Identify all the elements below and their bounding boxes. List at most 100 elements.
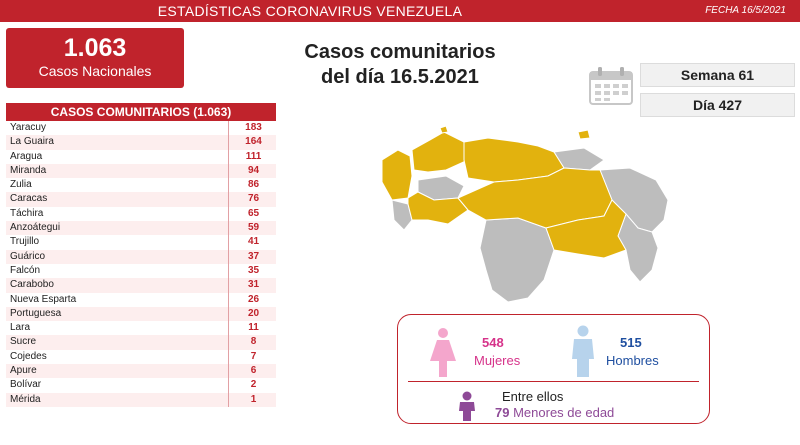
state-name: Yaracuy [10, 122, 46, 133]
state-name: Zulia [10, 179, 32, 191]
column-divider [228, 192, 229, 207]
national-cases-label: Casos Nacionales [38, 63, 152, 79]
table-row: Caracas 76 [6, 192, 276, 207]
column-divider [228, 321, 229, 336]
banner-date: FECHA 16/5/2021 [705, 5, 786, 16]
male-label: Hombres [606, 353, 659, 368]
state-cases: 37 [247, 250, 260, 262]
column-divider [228, 349, 229, 365]
column-divider [228, 263, 229, 279]
state-cases: 183 [245, 122, 262, 133]
state-name: Carabobo [10, 279, 54, 291]
state-name: Falcón [10, 264, 41, 276]
state-cases: 76 [247, 193, 260, 205]
state-cases: 94 [247, 164, 260, 176]
minors-count: 79 [495, 405, 510, 420]
map-region-andes [407, 191, 469, 225]
state-cases: 164 [245, 136, 262, 148]
column-divider [228, 364, 229, 379]
national-cases-box: 1.063 Casos Nacionales [6, 28, 184, 88]
state-cases: 1 [250, 393, 257, 405]
state-name: Táchira [10, 207, 44, 219]
map-region-bolivar [545, 199, 627, 259]
column-divider [228, 206, 229, 222]
minors-line: 79 Menores de edad [495, 405, 614, 420]
state-cases: 2 [250, 379, 257, 391]
state-cases: 7 [250, 350, 257, 362]
state-cases: 11 [248, 322, 259, 334]
state-name: Anzoátegui [10, 222, 61, 234]
table-row: Zulia 86 [6, 178, 276, 193]
column-divider [228, 378, 229, 393]
page-title-line1: Casos comunitarios [304, 41, 496, 63]
page-title: Casos comunitarios del día 16.5.2021 [260, 40, 540, 90]
table-row: Apure 6 [6, 364, 276, 379]
table-row: La Guaira 164 [6, 135, 276, 150]
column-divider [228, 306, 229, 322]
state-cases: 86 [247, 179, 260, 191]
table-row: Trujillo 41 [6, 235, 276, 250]
week-badge: Semana 61 [640, 63, 795, 87]
state-name: La Guaira [10, 136, 54, 148]
cases-by-state-table: CASOS COMUNITARIOS (1.063) Yaracuy 183 La … [6, 103, 276, 407]
table-row: Cojedes 7 [6, 349, 276, 365]
table-row: Aragua 111 [6, 149, 276, 164]
state-name: Miranda [10, 164, 47, 176]
page-title-line2: del día 16.5.2021 [321, 66, 479, 88]
map-region-zulia-south [391, 199, 413, 231]
map-region-nueva-esparta [577, 129, 591, 140]
state-name: Guárico [10, 250, 46, 262]
state-name: Aragua [10, 150, 43, 162]
state-name: Portuguesa [10, 307, 62, 319]
column-divider [228, 335, 229, 350]
table-row: Táchira 65 [6, 206, 276, 222]
minors-label: Menores de edad [513, 405, 615, 420]
column-divider [228, 163, 229, 179]
table-row: Yaracuy 183 [6, 121, 276, 136]
table-row: Guárico 37 [6, 249, 276, 264]
state-cases: 8 [250, 336, 257, 348]
state-cases: 6 [250, 365, 257, 377]
national-cases-number: 1.063 [63, 34, 127, 62]
column-divider [228, 221, 229, 236]
table-row: Bolívar 2 [6, 378, 276, 393]
state-name: Nueva Esparta [10, 293, 77, 305]
banner-title: ESTADÍSTICAS CORONAVIRUS VENEZUELA [157, 3, 463, 19]
column-divider [228, 235, 229, 250]
female-count: 548 [482, 335, 504, 350]
state-name: Bolívar [10, 379, 42, 391]
table-header: CASOS COMUNITARIOS (1.063) [6, 103, 276, 121]
column-divider [228, 249, 229, 264]
table-row: Portuguesa 20 [6, 306, 276, 322]
state-cases: 31 [247, 279, 260, 291]
male-count: 515 [620, 335, 642, 350]
column-divider [228, 135, 229, 150]
venezuela-map [381, 125, 669, 303]
column-divider [228, 121, 229, 136]
state-cases: 59 [247, 222, 260, 234]
table-row: Anzoátegui 59 [6, 221, 276, 236]
gender-breakdown-card: 548 Mujeres 515 Hombres Entre ellos 79 M… [397, 314, 710, 424]
column-divider [228, 149, 229, 164]
state-name: Caracas [10, 193, 48, 205]
table-row: Falcón 35 [6, 263, 276, 279]
minors-intro: Entre ellos [502, 389, 564, 404]
day-badge: Día 427 [640, 93, 795, 117]
state-name: Cojedes [10, 350, 47, 362]
top-banner: ESTADÍSTICAS CORONAVIRUS VENEZUELA FECHA… [0, 0, 800, 22]
state-name: Mérida [10, 393, 41, 405]
state-name: Trujillo [10, 236, 40, 248]
male-person-icon [572, 325, 594, 377]
table-row: Miranda 94 [6, 163, 276, 179]
map-region-amazonas [479, 217, 555, 303]
table-row: Carabobo 31 [6, 278, 276, 293]
divider [408, 381, 699, 382]
table-row: Nueva Esparta 26 [6, 292, 276, 307]
map-region-zulia [381, 149, 413, 201]
table-row: Lara 11 [6, 321, 276, 336]
column-divider [228, 278, 229, 293]
column-divider [228, 178, 229, 193]
state-cases: 26 [247, 293, 260, 305]
state-name: Lara [10, 322, 31, 334]
state-cases: 65 [247, 207, 260, 219]
